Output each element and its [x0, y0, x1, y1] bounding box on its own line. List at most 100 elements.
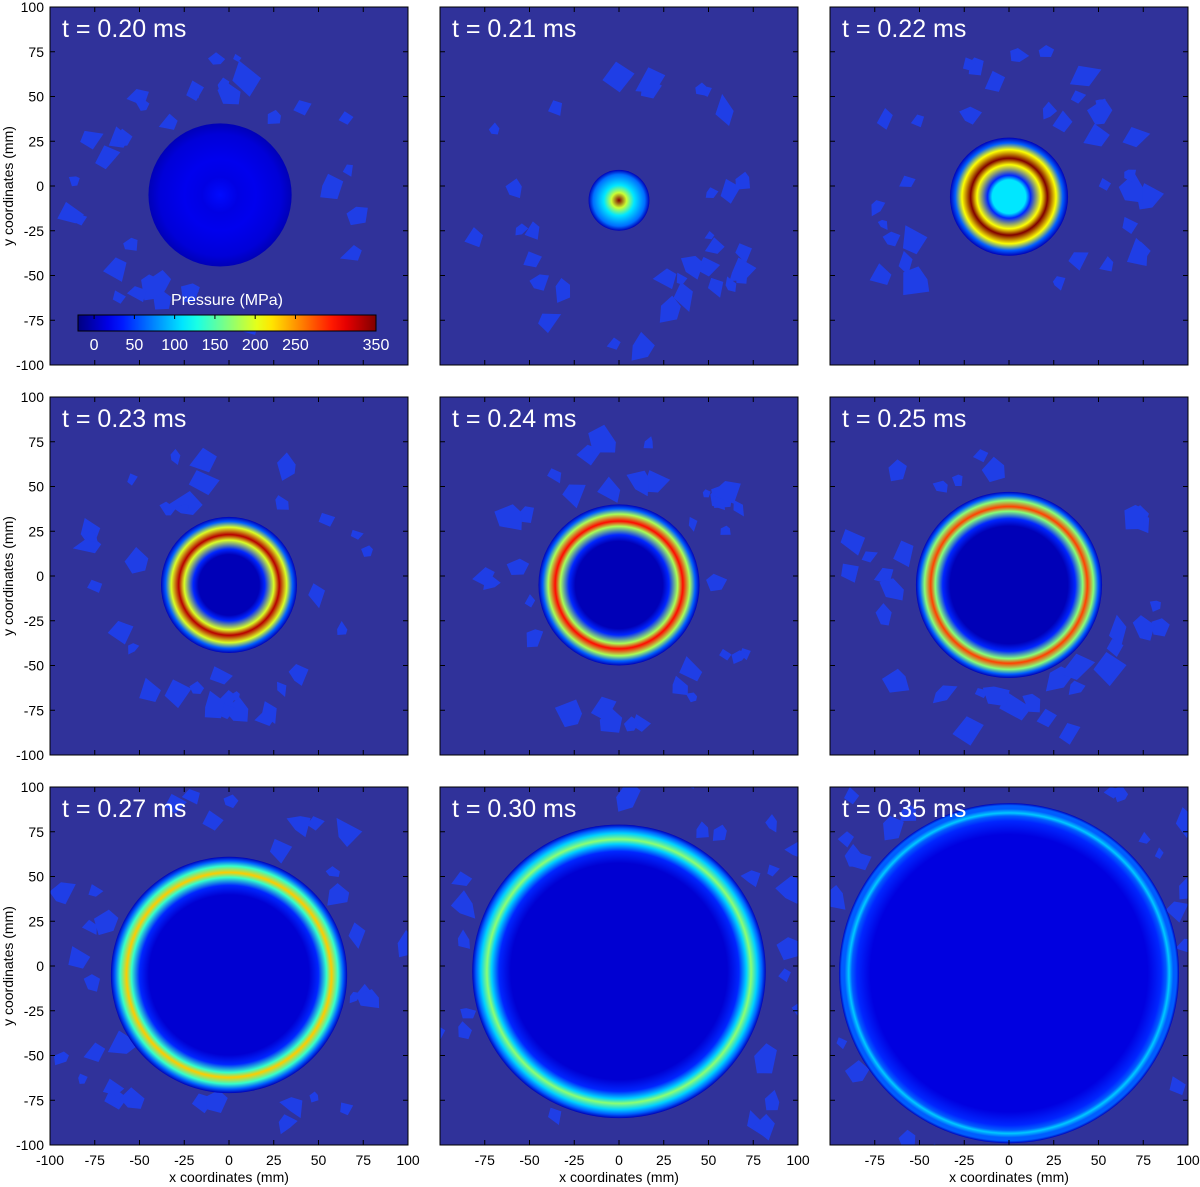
x-tick-label: -100	[36, 1152, 64, 1168]
noise-patch	[932, 685, 958, 704]
noise-patch	[952, 716, 984, 746]
noise-patch	[170, 448, 181, 465]
noise-patch	[972, 449, 989, 463]
noise-patch	[695, 82, 707, 96]
y-tick-label: -25	[24, 223, 44, 239]
noise-patch	[1175, 938, 1188, 953]
pressure-front	[160, 516, 298, 653]
noise-patch	[83, 974, 101, 992]
noise-patch	[288, 664, 309, 686]
time-label: t = 0.22 ms	[842, 15, 966, 43]
noise-patch	[902, 225, 928, 255]
x-tick-label: 0	[615, 1152, 623, 1168]
time-label: t = 0.23 ms	[62, 405, 186, 433]
noise-patch	[217, 82, 241, 105]
noise-patch	[269, 838, 293, 864]
noise-patch	[124, 546, 149, 574]
noise-patch	[1093, 652, 1127, 687]
colorbar-tick-label: 350	[363, 337, 390, 354]
contour-field	[809, 787, 1188, 1161]
noise-patch	[488, 122, 500, 135]
noise-patch	[893, 540, 914, 568]
noise-patch	[450, 890, 476, 919]
noise-patch	[784, 841, 798, 857]
x-tick-label: -25	[954, 1152, 974, 1168]
noise-patch	[204, 690, 225, 719]
contour-field	[50, 789, 408, 1135]
x-tick-label: 25	[266, 1152, 282, 1168]
noise-patch	[809, 1098, 822, 1113]
noise-patch	[123, 237, 138, 251]
noise-patch	[659, 295, 681, 323]
noise-patch	[1122, 216, 1139, 235]
y-tick-label: 75	[28, 44, 44, 60]
noise-patch	[635, 67, 666, 93]
colorbar-tick-label: 150	[202, 337, 229, 354]
noise-patch	[935, 1147, 948, 1161]
colorbar-tick-label: 100	[161, 337, 188, 354]
noise-patch	[680, 255, 704, 280]
noise-patch	[869, 263, 892, 285]
noise-patch	[524, 221, 540, 240]
noise-patch	[451, 871, 473, 887]
contour-field	[72, 447, 373, 727]
noise-patch	[135, 98, 150, 111]
noise-patch	[740, 870, 761, 888]
noise-patch	[643, 436, 653, 449]
pressure-front	[949, 137, 1069, 256]
noise-patch	[1103, 787, 1122, 799]
y-tick-label: -100	[16, 1137, 44, 1153]
noise-patch	[1137, 183, 1164, 210]
noise-patch	[631, 331, 655, 361]
y-tick-label: 25	[28, 913, 44, 929]
pressure-front	[588, 169, 650, 231]
noise-patch	[1165, 901, 1188, 923]
noise-patch	[729, 257, 757, 281]
noise-patch	[306, 816, 325, 831]
noise-patch	[1042, 101, 1058, 120]
colorbar: Pressure (MPa) 0 50 100 150 200 250 350	[77, 292, 390, 354]
noise-patch	[776, 937, 798, 961]
noise-patch	[293, 100, 312, 116]
noise-patch	[673, 282, 693, 313]
noise-patch	[524, 594, 536, 608]
y-tick-label: -50	[24, 268, 44, 284]
contour-panel: t = 0.21 ms	[439, 6, 799, 366]
noise-patch	[158, 113, 178, 130]
noise-patch	[632, 714, 652, 732]
noise-patch	[189, 447, 217, 473]
x-tick-label: -25	[564, 1152, 584, 1168]
noise-patch	[602, 61, 635, 93]
contour-field	[440, 787, 798, 1141]
noise-patch	[1010, 48, 1030, 62]
noise-patch	[127, 473, 138, 486]
x-tick-label: 50	[1091, 1152, 1107, 1168]
noise-patch	[547, 468, 562, 484]
noise-patch	[526, 629, 544, 648]
noise-patch	[623, 716, 640, 732]
noise-patch	[279, 1097, 303, 1119]
noise-patch	[267, 109, 282, 125]
y-tick-label: -100	[16, 357, 44, 373]
noise-patch	[458, 1021, 472, 1040]
noise-patch	[879, 578, 904, 601]
noise-patch	[685, 692, 698, 703]
noise-patch	[202, 810, 224, 831]
y-tick-label: 25	[28, 523, 44, 539]
noise-patch	[898, 1129, 916, 1145]
noise-patch	[320, 173, 344, 200]
noise-patch	[765, 814, 777, 833]
noise-patch	[840, 529, 866, 556]
noise-patch	[715, 93, 734, 126]
contour-field	[464, 61, 757, 361]
noise-patch	[87, 579, 103, 593]
x-tick-label: 0	[1005, 1152, 1013, 1168]
noise-patch	[188, 470, 220, 496]
noise-patch	[951, 474, 963, 487]
noise-patch	[68, 176, 80, 187]
y-tick-label: 75	[28, 434, 44, 450]
noise-patch	[712, 787, 713, 788]
noise-patch	[861, 551, 878, 563]
noise-patch	[460, 1008, 477, 1019]
noise-patch	[175, 504, 189, 514]
